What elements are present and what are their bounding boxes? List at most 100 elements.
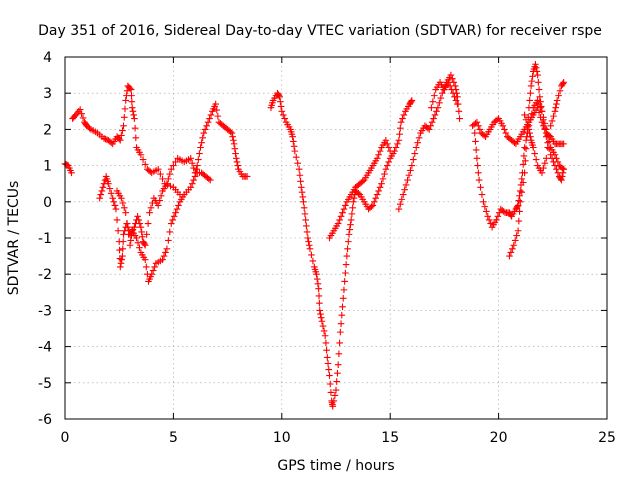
data-point — [335, 350, 343, 358]
data-point — [392, 144, 400, 151]
data-point — [170, 212, 178, 220]
data-point — [553, 165, 560, 173]
x-tick-label: 10 — [273, 430, 291, 446]
data-point — [494, 212, 502, 220]
data-point — [331, 392, 339, 399]
y-tick-label: -4 — [38, 340, 52, 356]
data-point — [281, 115, 288, 122]
data-point — [476, 126, 484, 133]
data-point — [78, 110, 85, 118]
data-point — [398, 196, 406, 203]
series-trace-g — [395, 71, 463, 213]
data-point — [431, 111, 439, 119]
data-point — [127, 86, 135, 93]
data-point — [395, 136, 403, 144]
data-point — [375, 151, 382, 159]
data-point — [534, 71, 541, 79]
data-point — [337, 212, 345, 220]
data-points — [61, 60, 567, 410]
data-point — [475, 122, 482, 130]
data-point — [277, 103, 285, 110]
data-point — [540, 164, 547, 172]
y-tick-label: 3 — [43, 86, 52, 102]
data-point — [521, 111, 528, 119]
data-point — [429, 98, 437, 105]
data-point — [371, 198, 378, 206]
data-point — [296, 171, 304, 179]
data-point — [313, 275, 321, 283]
data-point — [385, 158, 393, 166]
data-point — [188, 159, 196, 167]
data-point — [146, 209, 153, 216]
data-point — [117, 260, 125, 267]
data-point — [480, 198, 487, 206]
data-point — [343, 252, 351, 260]
data-point — [544, 144, 552, 151]
data-point — [118, 194, 125, 202]
data-point — [118, 132, 125, 139]
data-point — [428, 118, 436, 126]
data-point — [126, 241, 134, 249]
data-point — [141, 241, 149, 249]
data-point — [105, 180, 112, 187]
axis-ticks — [64, 56, 608, 420]
data-point — [119, 127, 126, 134]
data-point — [144, 220, 152, 227]
data-point — [309, 257, 317, 265]
data-point — [513, 232, 520, 239]
data-point — [399, 115, 406, 122]
data-point — [336, 339, 343, 347]
data-point — [325, 366, 333, 373]
data-point — [372, 194, 380, 202]
data-point — [120, 114, 128, 121]
data-point — [151, 263, 158, 271]
data-point — [438, 89, 446, 97]
data-point — [148, 270, 156, 278]
data-point — [445, 79, 453, 86]
data-point — [163, 180, 171, 187]
data-point — [436, 99, 443, 107]
data-point — [522, 157, 529, 165]
data-point — [342, 202, 349, 209]
data-point — [122, 97, 130, 104]
data-point — [131, 223, 138, 231]
data-point — [157, 192, 165, 200]
data-point — [196, 150, 203, 157]
y-tick-label: 0 — [43, 195, 52, 211]
data-point — [552, 104, 559, 111]
y-tick-label: 2 — [43, 122, 52, 138]
data-point — [156, 197, 163, 204]
y-axis-label: SDTVAR / TECUs — [6, 181, 22, 296]
data-point — [382, 165, 390, 173]
data-point — [119, 252, 126, 260]
data-point — [473, 118, 481, 126]
data-point — [407, 98, 415, 105]
data-point — [522, 145, 530, 153]
data-point — [128, 104, 136, 111]
data-point — [397, 118, 405, 126]
data-point — [68, 169, 75, 177]
data-point — [119, 245, 127, 253]
data-point — [121, 105, 129, 113]
data-point — [560, 140, 567, 148]
data-point — [113, 216, 121, 224]
data-point — [135, 216, 143, 224]
data-point — [333, 378, 341, 385]
x-tick-label: 15 — [381, 430, 399, 446]
data-point — [484, 212, 492, 220]
data-point — [509, 245, 516, 253]
data-point — [384, 162, 391, 169]
data-point — [124, 223, 132, 231]
data-point — [408, 97, 416, 104]
data-point — [537, 104, 544, 111]
data-point — [347, 216, 355, 224]
data-point — [345, 231, 353, 238]
data-point — [527, 133, 534, 140]
data-point — [341, 278, 348, 285]
data-point — [493, 216, 500, 224]
data-point — [315, 285, 322, 292]
data-point — [515, 217, 523, 225]
data-point — [205, 175, 213, 183]
data-point — [526, 129, 533, 137]
